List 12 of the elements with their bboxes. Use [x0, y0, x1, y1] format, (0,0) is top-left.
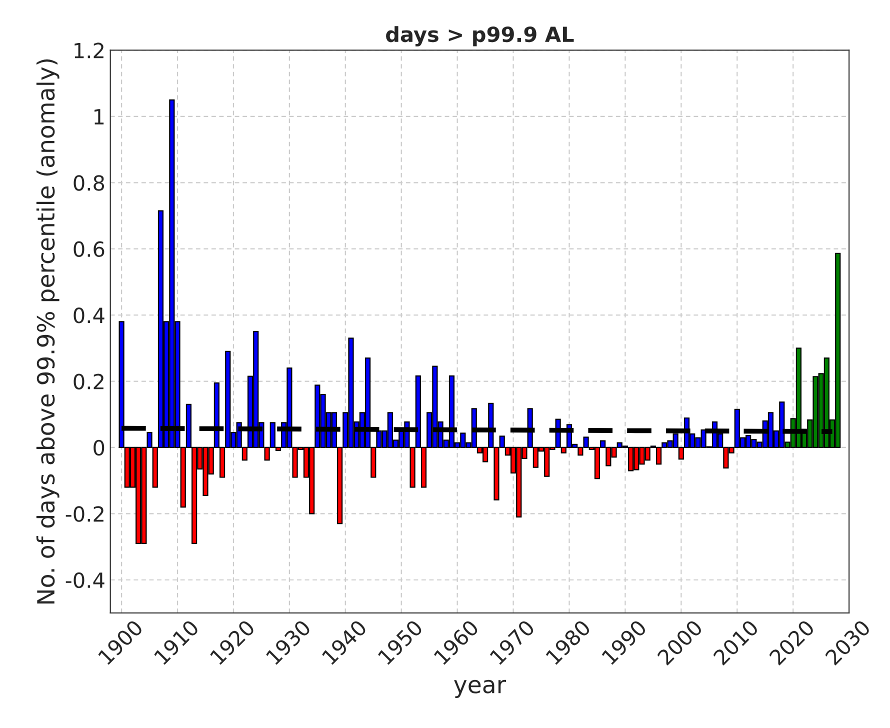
y-tick-label: 0 — [94, 440, 104, 456]
y-tick-label: 0.2 — [74, 374, 104, 390]
y-tick-label: -0.4 — [66, 572, 104, 588]
y-tick-label: 1 — [94, 109, 104, 124]
y-tick-label: -0.2 — [66, 506, 104, 522]
y-tick-label: 1.2 — [74, 42, 104, 58]
y-tick-label: 0.8 — [74, 175, 104, 191]
y-tick-label: 0.4 — [74, 308, 104, 324]
x-axis-title: year — [454, 680, 506, 698]
chart-title: days > p99.9 AL — [386, 26, 574, 46]
y-axis-title: No. of days above 99.9% percentile (anomaly) — [36, 59, 60, 604]
y-tick-label: 0.6 — [74, 241, 104, 258]
